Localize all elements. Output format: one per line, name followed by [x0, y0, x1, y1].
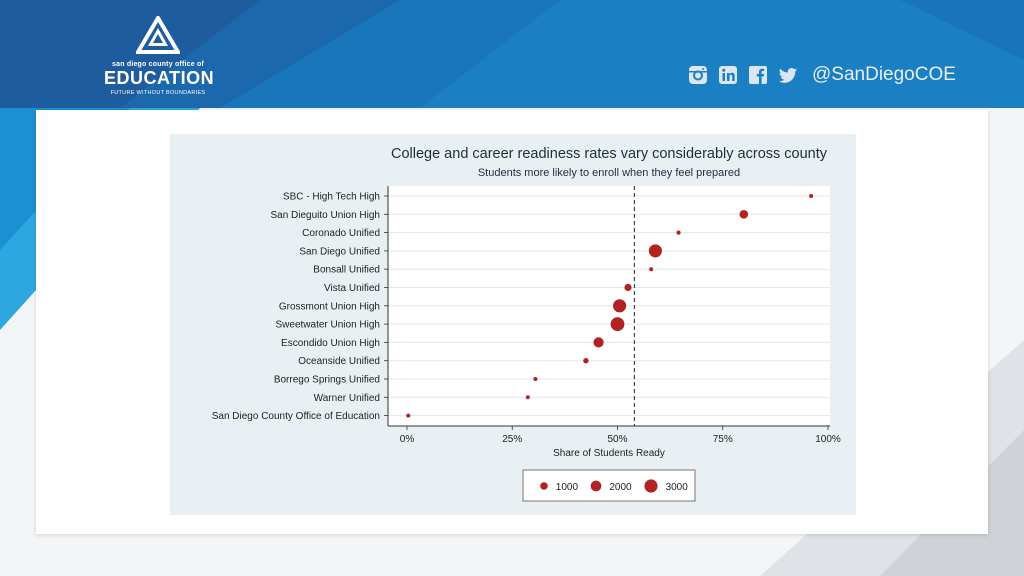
- y-tick-label: SBC - High Tech High: [283, 192, 380, 203]
- y-tick-label: San Dieguito Union High: [270, 210, 380, 221]
- data-point: [533, 377, 538, 381]
- readiness-scatter-chart: College and career readiness rates vary …: [212, 146, 841, 502]
- legend-marker: [540, 482, 548, 490]
- logo-top-text: san diego county office of: [112, 61, 204, 68]
- data-point: [610, 317, 625, 331]
- social-handle[interactable]: @SanDiegoCOE: [812, 64, 956, 85]
- triangle-logo-icon: [134, 14, 182, 54]
- legend-label: 1000: [556, 482, 579, 493]
- logo-main-text: EDUCATION: [104, 68, 215, 88]
- data-point: [676, 230, 681, 235]
- y-tick-label: Vista Unified: [324, 283, 380, 294]
- data-point: [809, 194, 814, 198]
- twitter-icon[interactable]: [778, 65, 798, 85]
- y-tick-label: San Diego County Office of Education: [212, 411, 380, 422]
- legend-marker: [644, 479, 658, 493]
- y-tick-label: Bonsall Unified: [313, 265, 380, 276]
- data-point: [406, 413, 411, 418]
- y-tick-label: Sweetwater Union High: [276, 320, 381, 331]
- chart-panel: College and career readiness rates vary …: [170, 134, 856, 515]
- data-point: [525, 395, 530, 400]
- y-tick-label: Coronado Unified: [302, 228, 380, 239]
- header-band: [0, 0, 1024, 108]
- facebook-icon[interactable]: [748, 65, 768, 85]
- data-point: [613, 299, 627, 313]
- instagram-icon[interactable]: [688, 65, 708, 85]
- legend-label: 3000: [666, 482, 689, 493]
- x-axis-title: Share of Students Ready: [553, 448, 665, 459]
- data-point: [739, 209, 749, 219]
- x-tick-label: 25%: [502, 434, 522, 445]
- chart-subtitle: Students more likely to enroll when they…: [478, 167, 740, 179]
- sdcoe-logo: san diego county office of EDUCATION FUT…: [104, 14, 215, 97]
- legend-box: [522, 469, 696, 502]
- y-tick-label: San Diego Unified: [299, 246, 380, 257]
- y-tick-label: Warner Unified: [314, 393, 380, 404]
- y-tick-label: Grossmont Union High: [279, 301, 380, 312]
- data-point: [583, 358, 589, 364]
- social-bar: @SanDiegoCOE: [688, 62, 956, 88]
- y-tick-label: Borrego Springs Unified: [274, 375, 380, 386]
- data-point: [648, 244, 662, 258]
- data-point: [593, 337, 604, 348]
- legend-marker: [590, 480, 602, 492]
- y-tick-label: Escondido Union High: [281, 338, 380, 349]
- linkedin-icon[interactable]: [718, 65, 738, 85]
- x-tick-label: 50%: [607, 434, 627, 445]
- data-point: [649, 267, 654, 272]
- x-tick-label: 0%: [400, 434, 415, 445]
- y-tick-label: Oceanside Unified: [298, 356, 380, 367]
- legend-label: 2000: [609, 482, 632, 493]
- logo-tagline: FUTURE WITHOUT BOUNDARIES: [110, 90, 206, 96]
- data-point: [624, 283, 632, 292]
- chart-title: College and career readiness rates vary …: [391, 146, 828, 162]
- x-tick-label: 75%: [713, 434, 733, 445]
- x-tick-label: 100%: [815, 434, 841, 445]
